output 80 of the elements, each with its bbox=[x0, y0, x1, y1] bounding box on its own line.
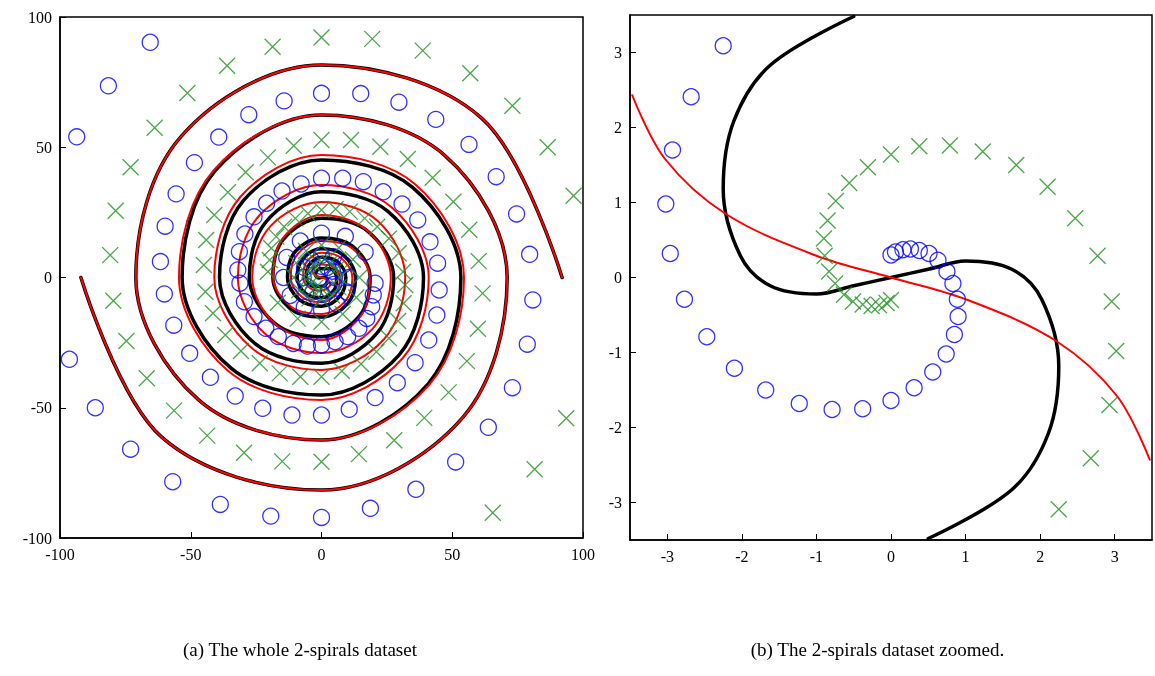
y-tick-label: -2 bbox=[608, 419, 622, 436]
y-tick-label: 0 bbox=[44, 269, 52, 286]
point bbox=[661, 244, 679, 263]
point bbox=[1100, 396, 1119, 414]
y-tick-label: 100 bbox=[28, 8, 52, 26]
y-tick-label: -3 bbox=[608, 494, 622, 511]
point bbox=[944, 274, 962, 293]
text: (b) The 2-spirals dataset zoomed. bbox=[750, 639, 1005, 661]
point bbox=[910, 241, 928, 260]
point bbox=[894, 241, 912, 259]
x-tick-label: 0 bbox=[887, 547, 895, 565]
point bbox=[1066, 209, 1084, 227]
point bbox=[840, 174, 858, 192]
point bbox=[1038, 178, 1057, 196]
point bbox=[663, 141, 682, 159]
point bbox=[698, 328, 716, 346]
point bbox=[790, 394, 808, 413]
x-tick-label: 50 bbox=[444, 545, 461, 563]
point bbox=[877, 294, 896, 312]
y-tick-label: 50 bbox=[36, 138, 52, 156]
point bbox=[1007, 156, 1025, 174]
y-tick-label: -1 bbox=[608, 344, 622, 361]
point bbox=[920, 244, 938, 263]
point bbox=[826, 274, 844, 293]
point bbox=[1050, 500, 1068, 518]
point bbox=[859, 158, 877, 176]
point bbox=[820, 262, 838, 281]
point bbox=[948, 290, 967, 308]
point bbox=[924, 363, 942, 381]
point bbox=[974, 142, 992, 161]
x-tick-label: 1 bbox=[961, 547, 970, 565]
point bbox=[854, 295, 872, 314]
point bbox=[882, 391, 900, 410]
point bbox=[882, 246, 900, 264]
point bbox=[910, 137, 928, 155]
point bbox=[835, 286, 853, 304]
x-tick-label: -3 bbox=[660, 547, 674, 565]
point bbox=[844, 292, 862, 311]
y-tick-label: -50 bbox=[30, 399, 52, 417]
point bbox=[714, 37, 732, 55]
point bbox=[941, 136, 959, 155]
point bbox=[870, 296, 888, 314]
line-series bbox=[631, 94, 1151, 461]
y-tick-label: -100 bbox=[22, 529, 52, 547]
point bbox=[682, 88, 700, 106]
y-tick-label: 3 bbox=[614, 44, 622, 61]
x-tick-label: -2 bbox=[735, 547, 749, 565]
y-tick-label: 0 bbox=[614, 269, 622, 286]
point bbox=[854, 400, 872, 418]
point bbox=[882, 145, 900, 164]
point bbox=[886, 243, 905, 261]
point bbox=[823, 400, 841, 419]
text: (a) The whole 2-spirals dataset bbox=[183, 639, 418, 661]
point bbox=[827, 192, 845, 210]
y-tick-label: 1 bbox=[614, 194, 622, 211]
point bbox=[905, 379, 923, 397]
point bbox=[1082, 449, 1100, 467]
point bbox=[725, 359, 744, 377]
point bbox=[929, 251, 947, 269]
point bbox=[657, 195, 675, 213]
x-tick-label: 3 bbox=[1110, 547, 1119, 565]
point bbox=[757, 381, 775, 399]
point bbox=[882, 291, 900, 309]
point bbox=[937, 345, 955, 363]
point bbox=[1088, 247, 1107, 265]
x-tick-label: 0 bbox=[317, 545, 326, 563]
point bbox=[945, 325, 964, 344]
point bbox=[675, 290, 694, 308]
point bbox=[1107, 342, 1125, 360]
point bbox=[938, 262, 956, 281]
point bbox=[862, 297, 881, 315]
y-tick-label: 2 bbox=[614, 119, 622, 136]
x-tick-label: 2 bbox=[1036, 547, 1045, 565]
x-tick-label: -50 bbox=[180, 545, 202, 563]
point bbox=[949, 307, 967, 326]
point bbox=[1103, 292, 1121, 311]
x-tick-label: -1 bbox=[809, 547, 824, 565]
point bbox=[818, 211, 837, 230]
x-tick-label: 100 bbox=[571, 545, 595, 563]
point bbox=[901, 240, 920, 258]
